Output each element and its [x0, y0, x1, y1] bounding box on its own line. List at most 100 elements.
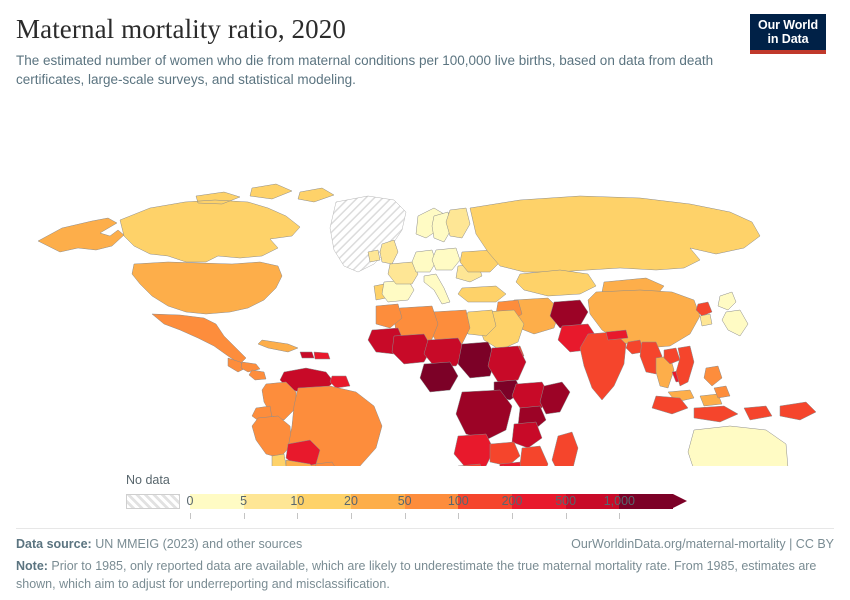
- country-nicaragua[interactable]: Nicaragua: 78: [248, 369, 267, 381]
- country-chile[interactable]: Chile: 15: [271, 453, 290, 466]
- legend-tick-200: 200: [501, 494, 523, 508]
- legend-bin-8[interactable]: [619, 494, 673, 509]
- legend-bin-0[interactable]: [190, 494, 244, 509]
- country-laos[interactable]: Laos: 126: [663, 347, 681, 365]
- legend-bin-2[interactable]: [297, 494, 351, 509]
- legend-tick-mark-7: [565, 513, 567, 519]
- legend-tick-mark-0: [190, 513, 191, 519]
- country-australia[interactable]: Australia: 3: [687, 425, 789, 466]
- legend-tick-10: 10: [290, 494, 305, 508]
- legend-arrow-cap: [673, 494, 687, 508]
- legend-no-data-label: No data: [126, 473, 170, 487]
- country-afghanistan[interactable]: Afghanistan: 620: [549, 299, 589, 329]
- country-ireland[interactable]: Ireland: 5: [367, 249, 381, 263]
- country-united-kingdom[interactable]: United Kingdom: 10: [379, 239, 399, 265]
- legend-tick-mark-8: [619, 513, 621, 519]
- data-source-text: UN MMEIG (2023) and other sources: [91, 537, 303, 551]
- owid-logo-line1: Our World: [758, 18, 818, 32]
- country-madagascar[interactable]: Madagascar: 392: [551, 431, 579, 466]
- legend-tick-100: 100: [447, 494, 469, 508]
- country-mozambique[interactable]: Mozambique: 127: [519, 445, 549, 466]
- note-label: Note:: [16, 559, 48, 573]
- legend-tick-20: 20: [344, 494, 358, 508]
- legend-tick-mark-6: [512, 513, 513, 519]
- country-poland[interactable]: Poland: 2: [431, 247, 461, 271]
- country-zambia[interactable]: Zambia: 135: [489, 441, 521, 466]
- country-vietnam[interactable]: Vietnam: 124: [675, 345, 695, 387]
- country-paraguay[interactable]: Paraguay: 71: [314, 461, 338, 466]
- legend-no-data-swatch[interactable]: [126, 494, 180, 509]
- country-guyana[interactable]: Guyana: 112: [329, 375, 351, 389]
- legend-color-bar[interactable]: 0 5 10 20 50 100 200 500 1,000: [186, 494, 687, 519]
- country-honduras[interactable]: Honduras: 72: [240, 361, 261, 373]
- page-title: Maternal mortality ratio, 2020: [16, 14, 346, 44]
- legend-bin-1[interactable]: [243, 494, 298, 509]
- legend-tick-5: 5: [240, 494, 248, 508]
- country-philippines[interactable]: Philippines: 78: [703, 365, 731, 399]
- country-cuba[interactable]: Cuba: 39: [257, 339, 299, 353]
- country-nepal[interactable]: Nepal: 174: [605, 329, 629, 341]
- country-niger[interactable]: Niger: 441: [423, 337, 467, 367]
- country-democratic-republic-of-congo[interactable]: Democratic Republic of Congo: 547: [455, 389, 513, 441]
- legend-tick-mark-3: [351, 513, 352, 519]
- country-bangladesh[interactable]: Bangladesh: 123: [625, 339, 645, 355]
- country-russia[interactable]: Russia: 14: [469, 195, 761, 273]
- country-germany[interactable]: Germany: 4: [411, 249, 437, 273]
- country-tanzania[interactable]: Tanzania: 238: [511, 421, 543, 449]
- owid-logo[interactable]: Our World in Data: [750, 14, 826, 54]
- country-mexico[interactable]: Mexico: 59: [151, 313, 247, 365]
- legend-tick-50: 50: [397, 494, 412, 508]
- legend-bin-4[interactable]: [404, 494, 459, 509]
- legend-tick-0: 0: [186, 494, 194, 508]
- country-south-korea[interactable]: South Korea: 8: [699, 313, 713, 327]
- country-haiti[interactable]: Haiti: 350: [299, 351, 315, 359]
- country-mali[interactable]: Mali: 440: [391, 333, 433, 365]
- country-finland[interactable]: Finland: 8: [445, 207, 471, 239]
- world-map-svg[interactable]: Alaska: 21Canada: 11Greenland: No dataUn…: [0, 96, 850, 466]
- country-nigeria[interactable]: Nigeria: 1047: [419, 361, 459, 393]
- country-kazakhstan[interactable]: Kazakhstan: 13: [515, 269, 597, 297]
- map-legend: No data 0 5 10 20 50 100 200 500 1,000: [0, 468, 850, 522]
- legend-bin-5[interactable]: [458, 494, 512, 509]
- legend-tick-mark-1: [243, 513, 245, 519]
- legend-bin-6[interactable]: [512, 494, 566, 509]
- country-dominican-republic[interactable]: Dominican Republic: 107: [313, 351, 331, 360]
- country-india[interactable]: India: 103: [579, 331, 627, 401]
- chart-footer: Data source: UN MMEIG (2023) and other s…: [16, 528, 834, 593]
- country-namibia[interactable]: Namibia: 215: [457, 463, 486, 466]
- country-peru[interactable]: Peru: 69: [251, 415, 293, 459]
- note-text: Prior to 1985, only reported data are av…: [16, 559, 817, 591]
- country-italy[interactable]: Italy: 5: [423, 273, 451, 305]
- country-alaska[interactable]: Alaska: 21: [37, 217, 125, 253]
- country-north-korea[interactable]: North Korea: 107: [695, 301, 713, 317]
- legend-tick-1,000: 1,000: [603, 494, 635, 508]
- country-sudan[interactable]: Sudan: 270: [487, 345, 527, 383]
- country-somalia[interactable]: Somalia: 621: [539, 381, 571, 415]
- data-source: Data source: UN MMEIG (2023) and other s…: [16, 537, 302, 551]
- chart-header: Maternal mortality ratio, 2020 The estim…: [16, 0, 834, 89]
- country-japan[interactable]: Japan: 4: [717, 291, 749, 337]
- legend-tick-mark-5: [458, 513, 460, 519]
- country-argentina[interactable]: Argentina: 45: [285, 459, 322, 466]
- data-source-label: Data source:: [16, 537, 92, 551]
- country-angola[interactable]: Angola: 222: [453, 433, 495, 466]
- source-link[interactable]: OurWorldinData.org/maternal-mortality | …: [571, 537, 834, 551]
- owid-logo-line2: in Data: [767, 32, 809, 46]
- country-canada[interactable]: Canada: 11: [119, 183, 335, 263]
- country-indonesia[interactable]: Indonesia: 173: [651, 395, 773, 423]
- country-papua-new-guinea[interactable]: Papua New Guinea: 192: [779, 401, 817, 421]
- country-zimbabwe[interactable]: Zimbabwe: 357: [498, 461, 526, 466]
- country-united-states[interactable]: United States: 21: [131, 261, 283, 315]
- chart-note: Note: Prior to 1985, only reported data …: [16, 558, 834, 593]
- legend-bin-3[interactable]: [351, 494, 405, 509]
- legend-tick-500: 500: [555, 494, 577, 508]
- country-morocco[interactable]: Morocco: 72: [375, 303, 403, 329]
- legend-bin-7[interactable]: [565, 494, 620, 509]
- country-chad[interactable]: Chad: 1063: [457, 341, 497, 379]
- country-greenland[interactable]: Greenland: No data: [329, 195, 407, 273]
- legend-tick-mark-2: [297, 513, 299, 519]
- world-map[interactable]: Alaska: 21Canada: 11Greenland: No dataUn…: [0, 96, 850, 466]
- chart-subtitle: The estimated number of women who die fr…: [16, 53, 714, 87]
- country-turkey[interactable]: Turkey: 17: [457, 285, 507, 303]
